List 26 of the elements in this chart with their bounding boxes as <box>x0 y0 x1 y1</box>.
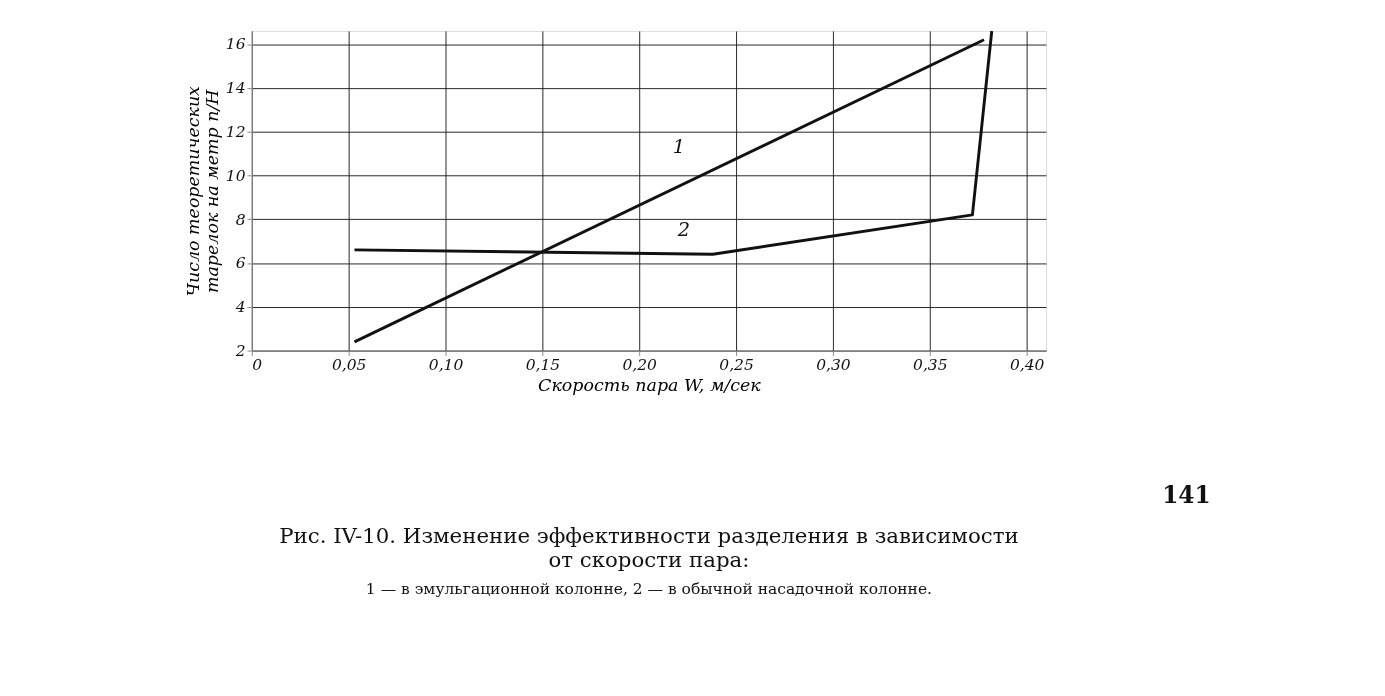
x-tick-label: 0,10 <box>428 356 464 375</box>
y-tick-label: 6 <box>235 254 246 273</box>
y-tick-label: 14 <box>225 79 246 98</box>
text: Число теоретических <box>182 86 203 297</box>
text: 141 <box>1162 480 1211 508</box>
y-tick-label: 2 <box>234 341 246 360</box>
x-tick-label: 0,05 <box>331 356 367 375</box>
series-label: 2 <box>676 217 690 241</box>
text: Рис. IV-10. Изменение эффективности разделения в зависимости <box>279 523 1019 549</box>
x-tick-label: 0,30 <box>816 356 851 375</box>
y-tick-label: 12 <box>225 123 246 142</box>
x-tick-label: 0,20 <box>622 356 658 375</box>
x-axis-title: Скорость пара W, м/сек <box>538 374 762 395</box>
x-tick-label: 0 <box>252 356 263 375</box>
text: тарелок на метр n/H <box>202 89 223 294</box>
series-label: 1 <box>672 135 686 159</box>
y-tick-label: 8 <box>235 210 246 229</box>
text: 1 — в эмульгационной колонне, 2 — в обычной насадочной колонне. <box>365 579 932 598</box>
x-tick-label: 0,25 <box>719 356 754 375</box>
x-tick-label: 0,35 <box>913 356 948 375</box>
y-tick-label: 16 <box>225 35 246 54</box>
x-tick-label: 0,40 <box>1009 356 1045 375</box>
y-tick-label: 4 <box>234 298 246 317</box>
text: от скорости пара: <box>548 546 750 572</box>
x-tick-label: 0,15 <box>525 356 561 375</box>
y-tick-label: 10 <box>225 166 246 185</box>
